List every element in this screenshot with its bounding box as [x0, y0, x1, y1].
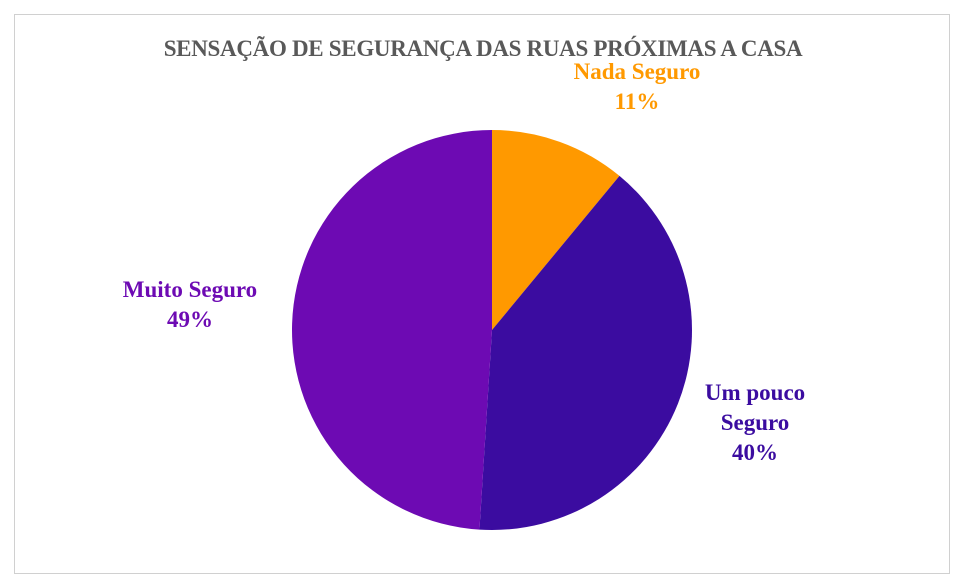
chart-title: SENSAÇÃO DE SEGURANÇA DAS RUAS PRÓXIMAS …	[163, 36, 803, 61]
slice-label: Um pouco Seguro 40%	[695, 378, 815, 468]
pie-slice	[292, 130, 492, 530]
category-label: Nada Seguro	[573, 59, 701, 84]
value-label: 49%	[167, 307, 213, 332]
pie-slice	[492, 130, 620, 330]
value-label: 40%	[732, 440, 778, 465]
slice-label: Muito Seguro 49%	[105, 275, 275, 335]
category-label: Muito Seguro	[122, 277, 258, 302]
pie-slice	[479, 175, 693, 531]
category-label: Um pouco Seguro	[704, 380, 806, 435]
value-label: 11%	[614, 89, 660, 114]
slice-label: Nada Seguro 11%	[552, 57, 722, 117]
